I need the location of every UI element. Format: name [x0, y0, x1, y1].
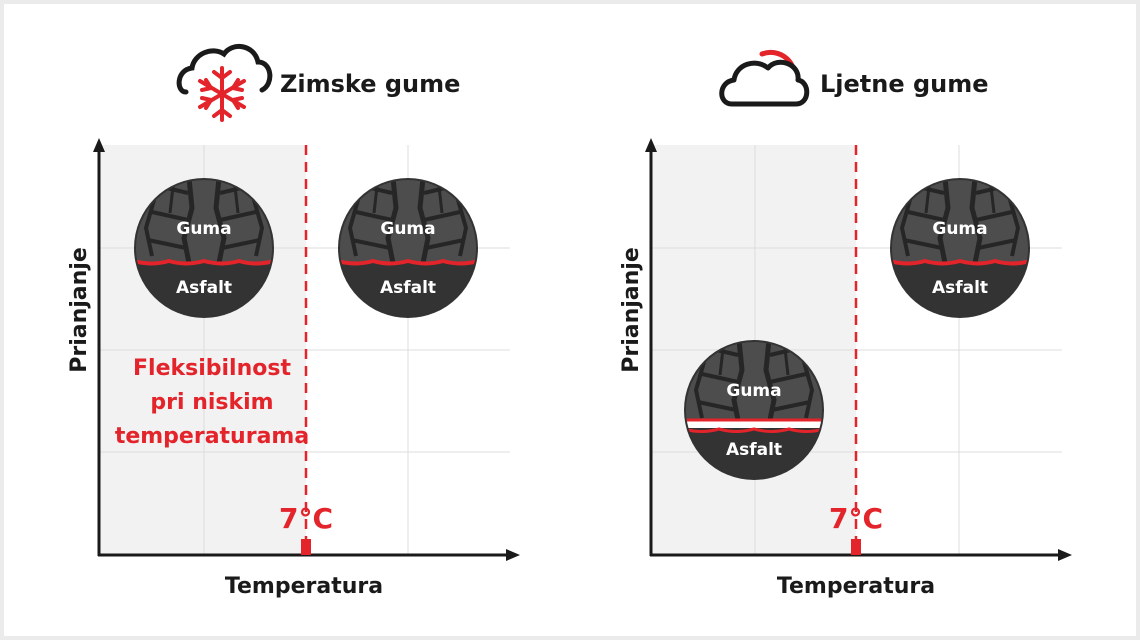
- x-axis-arrow: [506, 549, 520, 561]
- y-axis-arrow: [93, 138, 105, 152]
- threshold-label: 7°C: [279, 502, 333, 535]
- y-axis-arrow: [645, 138, 657, 152]
- threshold-marker: [851, 539, 861, 555]
- tire-top-label: Guma: [380, 219, 435, 239]
- annotation-line: pri niskim: [150, 390, 273, 415]
- tire-bottom-label: Asfalt: [380, 278, 436, 298]
- threshold-label: 7°C: [829, 502, 883, 535]
- x-axis-label: Temperatura: [777, 574, 935, 599]
- panel-title: Ljetne gume: [820, 70, 989, 98]
- y-axis-label: Prianjanje: [67, 247, 92, 373]
- annotation-line: temperaturama: [115, 424, 309, 449]
- snowflake-icon: [198, 66, 246, 122]
- panel-winter: Zimske gume 7°C Prianjanje Temperatura F…: [67, 44, 520, 599]
- tire-top-label: Guma: [726, 381, 781, 401]
- tire-bottom-label: Asfalt: [726, 440, 782, 460]
- flexibility-annotation: Fleksibilnost pri niskim temperaturama: [115, 356, 309, 449]
- x-axis-label: Temperatura: [225, 574, 383, 599]
- annotation-line: Fleksibilnost: [133, 356, 291, 381]
- tire-cross-section: Guma Asfalt: [134, 178, 274, 318]
- tire-bottom-label: Asfalt: [932, 278, 988, 298]
- tire-cross-section: Guma Asfalt: [338, 178, 478, 318]
- tire-cross-section: Guma Asfalt: [890, 178, 1030, 318]
- threshold-marker: [301, 539, 311, 555]
- sun-cloud-icon: [719, 49, 810, 107]
- tire-top-label: Guma: [176, 219, 231, 239]
- tire-top-label: Guma: [932, 219, 987, 239]
- y-axis-label: Prianjanje: [619, 247, 644, 373]
- panel-summer: Ljetne gume 7°C Prianjanje Temperatura: [619, 49, 1072, 599]
- tire-bottom-label: Asfalt: [176, 278, 232, 298]
- x-axis-arrow: [1058, 549, 1072, 561]
- snow-cloud-icon: [176, 44, 273, 122]
- panel-title: Zimske gume: [280, 70, 460, 98]
